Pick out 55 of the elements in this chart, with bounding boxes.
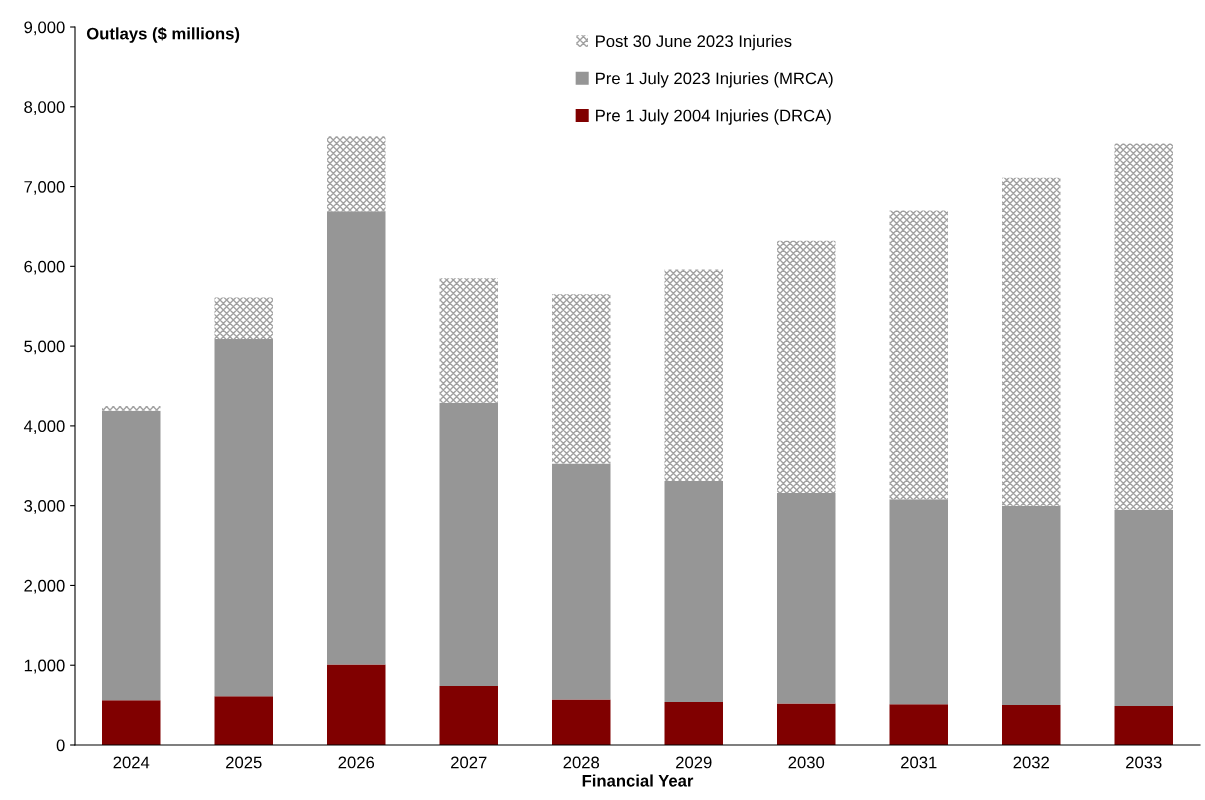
bar	[439, 278, 498, 403]
bar	[889, 499, 948, 705]
x-tick-label: 2031	[901, 756, 937, 769]
x-tick-label: 2029	[676, 756, 712, 769]
y-tick-label: 8,000	[24, 101, 65, 115]
x-tick-label: 2030	[788, 756, 825, 769]
bar	[214, 297, 273, 339]
bar	[889, 210, 948, 500]
bar	[777, 240, 836, 493]
x-tick-label: 2026	[338, 756, 375, 769]
bar	[1002, 177, 1061, 506]
x-tick-label: 2024	[113, 756, 150, 769]
bar	[889, 704, 948, 745]
y-tick-label: 1,000	[24, 659, 65, 674]
bar	[1114, 705, 1173, 745]
y-tick-label: 5,000	[24, 340, 65, 355]
bar	[552, 699, 611, 745]
x-tick-label: 2027	[451, 756, 487, 769]
x-axis-title: Financial Year	[582, 774, 694, 787]
bar	[327, 664, 386, 745]
x-tick-label: 2032	[1013, 756, 1049, 769]
legend-label: Pre 1 July 2004 Injuries (DRCA)	[596, 109, 831, 125]
y-tick-label: 0	[56, 739, 65, 752]
bar	[664, 480, 723, 702]
legend-label: Pre 1 July 2023 Injuries (MRCA)	[596, 72, 833, 88]
x-tick-label: 2028	[563, 756, 600, 769]
bar	[777, 492, 836, 704]
bar	[777, 703, 836, 745]
y-axis-title: Outlays ($ millions)	[86, 27, 240, 43]
bar	[664, 701, 723, 745]
bar	[1114, 143, 1173, 510]
bar	[327, 211, 386, 665]
y-tick-label: 2,000	[24, 579, 65, 594]
bar	[1002, 505, 1061, 706]
y-tick-label: 7,000	[24, 180, 65, 195]
x-tick-label: 2033	[1126, 756, 1162, 769]
bar	[327, 136, 386, 212]
y-tick-label: 6,000	[24, 260, 65, 275]
bar	[102, 700, 161, 745]
bar	[439, 685, 498, 745]
bar	[102, 410, 161, 701]
legend-label: Post 30 June 2023 Injuries	[596, 34, 792, 51]
y-tick-label: 3,000	[24, 500, 65, 514]
bar	[214, 696, 273, 745]
y-tick-label: 4,000	[23, 420, 65, 435]
bar	[439, 402, 498, 686]
bar	[102, 405, 161, 411]
y-tick-label: 9,000	[24, 21, 65, 36]
bar	[1002, 705, 1061, 745]
bar	[214, 338, 273, 697]
bar	[1114, 509, 1173, 706]
bar	[664, 269, 723, 481]
bar	[552, 463, 611, 700]
bar	[552, 294, 611, 464]
x-tick-label: 2025	[226, 756, 262, 769]
